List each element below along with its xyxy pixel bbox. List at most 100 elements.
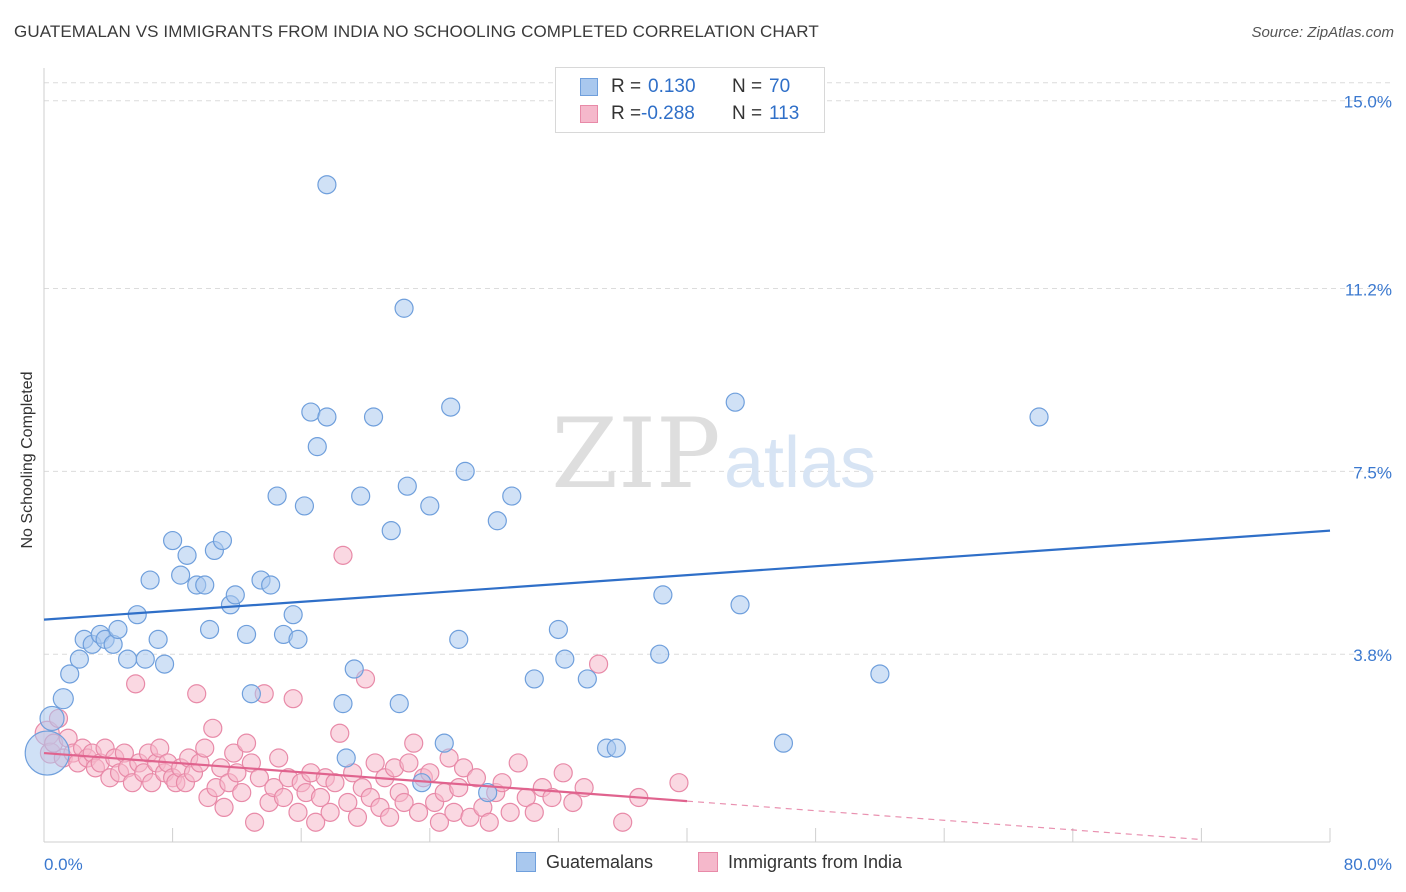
india-point — [563, 792, 583, 813]
guatemalans-point — [478, 782, 498, 803]
india-point — [347, 807, 368, 827]
india-point — [524, 802, 544, 822]
guatemalans-point — [1029, 407, 1049, 427]
series-india-points — [34, 545, 689, 832]
india-point — [330, 723, 350, 743]
india-point — [444, 802, 464, 822]
guatemalans-point — [177, 545, 197, 565]
india-point — [320, 802, 340, 822]
india-point — [613, 812, 633, 832]
india-point — [244, 812, 265, 832]
india-point — [399, 753, 419, 773]
guatemalans-point — [363, 407, 384, 427]
grid-lines — [44, 82, 1392, 655]
guatemalans-point — [225, 585, 245, 605]
india-point — [479, 812, 499, 832]
guatemalans-point — [317, 407, 337, 427]
guatemalans-point — [344, 659, 364, 679]
bottom-legend-swatch-blue — [516, 852, 536, 872]
y-tick-label: 3.8% — [1353, 646, 1392, 665]
guatemalans-point — [555, 649, 575, 669]
bottom-legend-label: Immigrants from India — [728, 852, 903, 872]
guatemalans-point — [653, 585, 673, 605]
guatemalans-point — [69, 649, 89, 669]
guatemalans-point — [52, 688, 74, 710]
guatemalans-trend-line — [43, 529, 1331, 621]
india-point — [306, 812, 326, 832]
guatemalans-point — [333, 694, 353, 714]
india-point — [236, 733, 257, 753]
india-point — [453, 758, 474, 778]
guatemalans-point — [241, 684, 261, 704]
india-point — [273, 787, 294, 808]
india-point — [338, 792, 358, 813]
x-tick-label: 0.0% — [44, 855, 83, 874]
guatemalans-point — [725, 392, 745, 412]
guatemalans-point — [441, 397, 461, 417]
guatemalans-point — [39, 705, 65, 732]
legend-r-label: R = — [611, 76, 642, 97]
india-point — [669, 773, 689, 793]
guatemalans-point — [548, 619, 569, 640]
legend-r-value: -0.288 — [641, 103, 695, 124]
guatemalans-point — [261, 575, 281, 595]
guatemalans-point — [195, 575, 215, 595]
india-point — [187, 684, 207, 704]
india-point — [394, 792, 414, 813]
india-point — [283, 689, 303, 709]
legend-n-value: 113 — [769, 103, 800, 124]
guatemalans-point — [606, 738, 626, 758]
india-point — [310, 787, 331, 808]
india-trend-line — [43, 751, 688, 803]
guatemalans-point — [381, 521, 401, 541]
y-tick-label: 11.2% — [1345, 281, 1392, 300]
guatemalans-point — [171, 565, 191, 585]
guatemalans-point — [154, 654, 175, 674]
tick-labels: 3.8% 7.5% 11.2% 15.0% 0.0% 80.0% — [44, 93, 1392, 874]
guatemalans-point — [140, 570, 160, 590]
watermark-zip: ZIP — [551, 398, 720, 510]
india-point — [460, 807, 480, 827]
legend-swatch-blue — [580, 78, 598, 96]
guatemalans-point — [60, 664, 80, 684]
india-point — [126, 674, 146, 694]
guatemalans-point — [502, 486, 522, 506]
india-point — [325, 773, 345, 793]
trend-lines — [43, 529, 1331, 841]
india-point — [449, 778, 469, 798]
guatemalans-point — [397, 476, 417, 496]
bottom-legend-guatemalans: Guatemalans — [516, 852, 653, 873]
legend-n-label: N = — [732, 103, 763, 124]
india-point — [542, 787, 562, 808]
guatemalans-point — [336, 748, 356, 768]
bottom-legend-india: Immigrants from India — [698, 852, 902, 873]
india-point — [588, 654, 609, 674]
legend-n-value: 70 — [769, 76, 791, 97]
india-point — [224, 743, 244, 763]
guatemalans-point — [449, 629, 469, 649]
bottom-legend-swatch-pink — [698, 852, 718, 872]
watermark-atlas: atlas — [724, 423, 876, 503]
guatemalans-point — [267, 486, 287, 506]
guatemalans-point — [283, 605, 303, 625]
guatemalans-point — [730, 595, 750, 615]
chart-title: GUATEMALAN VS IMMIGRANTS FROM INDIA NO S… — [14, 22, 819, 41]
guatemalans-point — [524, 669, 544, 689]
guatemalans-point — [351, 486, 371, 506]
guatemalans-point — [307, 437, 327, 457]
india-point — [288, 802, 308, 822]
correlation-legend: R = 0.130 N = 70 R = -0.288 N = 113 — [555, 67, 825, 133]
series-guatemalans-points — [24, 175, 1049, 803]
guatemalans-point — [455, 461, 475, 481]
india-point — [404, 733, 424, 753]
guatemalans-point — [487, 511, 507, 531]
india-point — [150, 738, 170, 758]
india-point — [466, 768, 487, 788]
guatemalans-point — [577, 669, 597, 689]
india-point — [553, 763, 573, 783]
india-point — [408, 802, 429, 822]
guatemalans-point — [394, 298, 414, 318]
guatemalans-point — [420, 496, 440, 516]
x-tick-label: 80.0% — [1344, 855, 1392, 874]
